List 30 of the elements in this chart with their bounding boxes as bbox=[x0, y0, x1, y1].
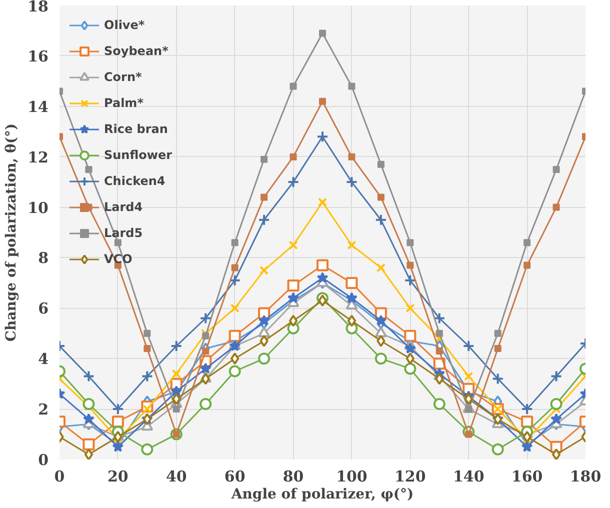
y-tick-label: 12 bbox=[28, 148, 48, 166]
x-tick-label: 180 bbox=[570, 468, 602, 486]
y-axis-title: Change of polarization, θ(°) bbox=[4, 123, 20, 342]
x-axis-title: Angle of polarizer, φ(°) bbox=[230, 486, 414, 502]
y-tick-label: 14 bbox=[28, 98, 48, 116]
legend-label: Rice bran bbox=[104, 122, 168, 136]
x-tick-label: 80 bbox=[282, 468, 304, 486]
x-tick-label: 100 bbox=[336, 468, 368, 486]
legend-label: Chicken4 bbox=[104, 174, 166, 188]
x-tick-label: 40 bbox=[166, 468, 187, 486]
x-tick-label: 60 bbox=[224, 468, 246, 486]
x-tick-label: 20 bbox=[108, 468, 128, 486]
legend-label: Olive* bbox=[104, 18, 145, 32]
legend-label: Lard4 bbox=[104, 200, 143, 214]
legend-label: Soybean* bbox=[104, 44, 168, 58]
y-tick-label: 8 bbox=[38, 249, 48, 268]
x-tick-label: 160 bbox=[511, 468, 543, 486]
legend-label: Palm* bbox=[104, 96, 144, 110]
y-tick-label: 4 bbox=[38, 350, 48, 368]
y-tick-label: 18 bbox=[28, 0, 48, 16]
legend-label: Sunflower bbox=[104, 148, 172, 162]
x-tick-label: 140 bbox=[452, 468, 484, 486]
y-tick-label: 0 bbox=[38, 451, 48, 469]
y-tick-label: 16 bbox=[28, 47, 48, 66]
y-tick-label: 2 bbox=[38, 400, 48, 419]
y-tick-label: 6 bbox=[38, 300, 48, 318]
y-tick-label: 10 bbox=[28, 198, 48, 217]
x-tick-label: 0 bbox=[54, 468, 65, 486]
legend-label: Corn* bbox=[104, 70, 142, 84]
x-tick-label: 120 bbox=[394, 468, 426, 486]
